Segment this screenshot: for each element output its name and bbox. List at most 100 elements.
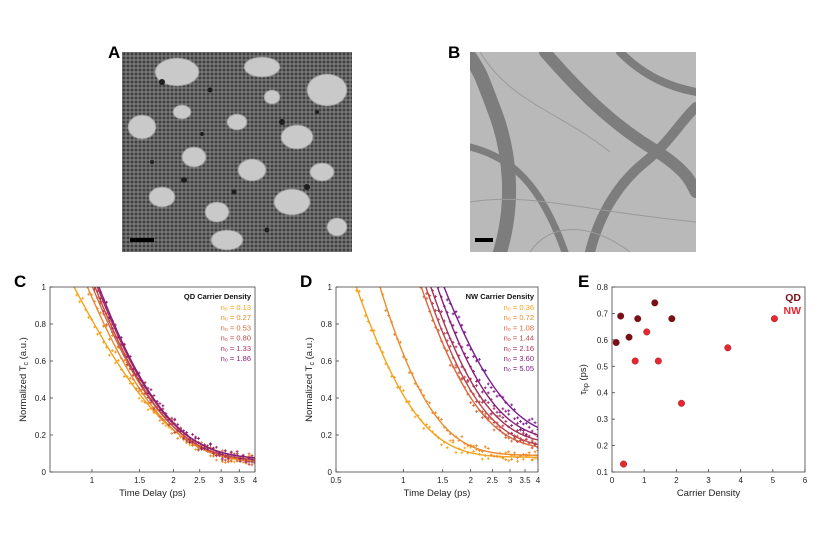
chart-c-data-point-5 — [214, 454, 218, 458]
chart-c-data-point-4 — [152, 406, 156, 410]
chart-d-data-point-2 — [489, 453, 493, 457]
chart-d-data-point-2 — [492, 454, 496, 458]
chart-c-data-point-4 — [167, 423, 171, 427]
chart-d-legend-entry-1: n₀ = 0.36 — [504, 303, 534, 312]
chart-e-y-tick-label: 0.6 — [597, 336, 609, 345]
chart-d-data-point-6 — [507, 412, 511, 416]
chart-d-data-point-5 — [489, 412, 493, 416]
chart-d-data-point-6 — [478, 378, 481, 382]
chart-c-data-point-4 — [253, 460, 255, 464]
chart-c-data-point-2 — [214, 458, 218, 462]
chart-c-data-point-6 — [197, 437, 200, 440]
tem-image-nanowires — [470, 52, 696, 252]
chart-d-x-tick-label: 1 — [401, 476, 406, 485]
chart-d-fit-line-6 — [436, 287, 538, 436]
chart-c-data-point-6 — [161, 404, 165, 408]
chart-d-data-point-7 — [451, 312, 455, 316]
chart-c-legend-entry-1: n₀ = 0.13 — [221, 303, 251, 312]
chart-c-data-point-1 — [78, 300, 82, 304]
chart-d-data-point-6 — [501, 407, 505, 411]
chart-c-data-point-5 — [238, 459, 242, 463]
chart-c-data-point-4 — [247, 462, 251, 466]
chart-c-legend-entry-5: n₀ = 1.33 — [221, 344, 251, 353]
chart-c-data-point-2 — [158, 419, 162, 422]
chart-c-data-point-2 — [170, 432, 174, 435]
chart-d-data-point-1 — [507, 459, 511, 463]
chart-d-y-tick-label: 0.6 — [321, 357, 333, 366]
chart-c-data-point-6 — [108, 316, 111, 320]
chart-e-x-axis-label: Carrier Density — [677, 488, 741, 499]
chart-d-legend-entry-3: n₀ = 1.08 — [504, 323, 534, 332]
chart-d-data-point-3 — [483, 412, 487, 416]
chart-c-data-point-1 — [232, 460, 236, 464]
chart-c-data-point-5 — [176, 429, 180, 433]
chart-c-data-point-5 — [170, 416, 174, 420]
chart-c-fit-line-1 — [73, 287, 255, 462]
chart-c-y-tick-label: 0.6 — [35, 357, 47, 366]
chart-c-y-tick-label: 0.4 — [35, 394, 47, 403]
chart-c-data-point-5 — [223, 455, 227, 459]
chart-c-data-point-5 — [158, 402, 162, 405]
chart-d-data-point-1 — [448, 439, 452, 443]
chart-e-legend-qd: QD — [785, 292, 801, 304]
chart-d-data-point-7 — [457, 315, 461, 319]
chart-e-point-qd-1 — [612, 339, 620, 346]
chart-c-data-point-2 — [108, 337, 111, 341]
chart-c-data-point-6 — [223, 449, 227, 453]
chart-d-fit-line-2 — [379, 287, 538, 456]
chart-c-data-point-3 — [158, 415, 162, 418]
chart-d-x-tick-label: 2 — [468, 476, 473, 485]
chart-c-data-point-2 — [161, 422, 165, 425]
chart-d-data-point-1 — [521, 457, 525, 461]
chart-d-data-point-4 — [530, 446, 534, 450]
chart-d-data-point-1 — [536, 458, 538, 461]
chart-d-data-point-4 — [480, 410, 484, 414]
chart-d-data-point-7 — [510, 403, 514, 407]
chart-d-data-point-5 — [439, 310, 443, 314]
chart-d-data-point-3 — [536, 449, 538, 452]
chart-c-data-point-4 — [250, 454, 254, 458]
chart-d-data-point-2 — [530, 458, 534, 461]
chart-d-data-point-5 — [530, 440, 534, 444]
chart-c-y-tick-label: 1 — [42, 283, 47, 292]
chart-d-data-point-7 — [454, 310, 458, 314]
chart-e-y-tick-label: 0.7 — [597, 309, 609, 318]
chart-d-data-point-1 — [439, 443, 443, 447]
chart-c-data-point-5 — [247, 460, 251, 464]
tem-image-nanowires-drawing — [470, 52, 696, 252]
chart-c-data-point-5 — [131, 370, 135, 374]
chart-c-data-point-4 — [125, 363, 129, 367]
chart-d-data-point-5 — [498, 414, 502, 418]
chart-d-data-point-7 — [466, 343, 470, 347]
chart-d-data-point-6 — [527, 425, 531, 429]
chart-c-data-point-3 — [226, 459, 230, 463]
chart-e-point-nw-7 — [770, 315, 778, 323]
chart-d-legend-title: NW Carrier Density — [466, 292, 535, 301]
chart-e-y-tick-label: 0.2 — [597, 442, 609, 451]
chart-c-data-point-1 — [146, 408, 150, 412]
chart-d-data-point-6 — [524, 433, 528, 437]
chart-c-data-point-3 — [229, 459, 233, 463]
chart-c-data-point-2 — [128, 376, 132, 380]
chart-d-data-point-7 — [445, 298, 449, 302]
chart-e-point-nw-5 — [678, 399, 685, 407]
chart-d-data-point-2 — [434, 411, 437, 415]
chart-c-x-tick-label: 3 — [219, 476, 224, 485]
chart-c-fit-line-2 — [86, 287, 255, 463]
chart-d-data-point-2 — [513, 451, 516, 455]
chart-d-data-point-4 — [504, 433, 508, 437]
chart-c-plot-area — [73, 287, 255, 467]
chart-c-data-point-6 — [194, 436, 197, 440]
chart-c-data-point-6 — [209, 443, 212, 446]
chart-e-x-tick-label: 3 — [706, 476, 711, 485]
chart-d-y-tick-label: 0.4 — [321, 394, 333, 403]
chart-c-data-point-3 — [161, 418, 165, 422]
chart-c-data-point-3 — [191, 443, 195, 447]
chart-d-legend-entry-5: n₀ = 2.16 — [504, 344, 534, 353]
chart-c-data-point-6 — [253, 461, 255, 465]
chart-d-data-point-3 — [448, 363, 452, 367]
chart-d-legend-entry-6: n₀ = 3.60 — [504, 354, 534, 363]
chart-c-data-point-3 — [212, 454, 215, 458]
chart-c-data-point-3 — [220, 449, 224, 453]
chart-c-y-tick-label: 0.8 — [35, 320, 47, 329]
